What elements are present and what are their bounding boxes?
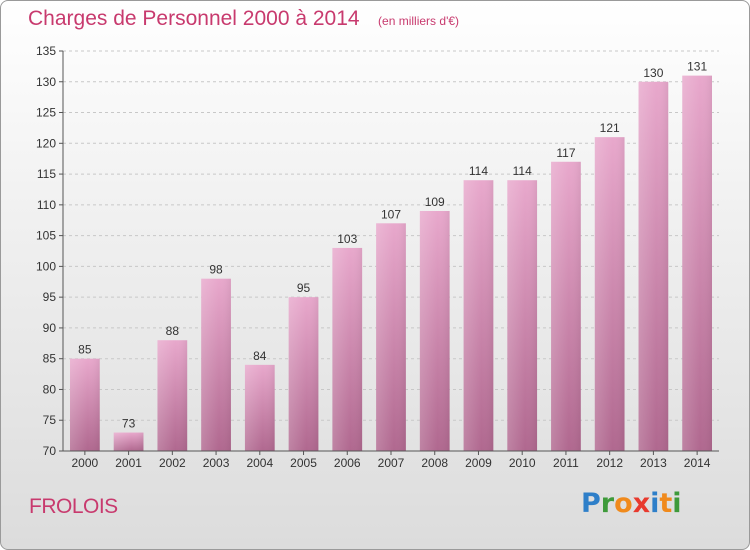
bar-shade <box>332 247 363 451</box>
logo-letter: r <box>600 488 615 519</box>
chart-title: Charges de Personnel 2000 à 2014 <box>28 7 360 30</box>
logo-letter: o <box>614 488 633 519</box>
data-label: 107 <box>381 207 401 221</box>
logo-letter: i <box>650 488 660 519</box>
x-tick-label: 2010 <box>509 456 536 470</box>
data-label: 103 <box>337 232 357 246</box>
data-label: 109 <box>425 195 445 209</box>
x-tick-label: 2011 <box>553 456 579 470</box>
y-tick-label: 100 <box>36 259 56 273</box>
data-label: 95 <box>297 281 311 295</box>
chart-subtitle: (en milliers d'€) <box>378 14 460 28</box>
data-label: 114 <box>513 164 532 178</box>
bars: 85 73 88 98 84 95 103 107 109 114 114 117 121 130 131 <box>69 60 713 452</box>
y-tick-label: 70 <box>43 444 57 458</box>
y-tick-label: 125 <box>36 106 56 120</box>
data-label: 88 <box>166 324 180 338</box>
x-tick-label: 2001 <box>115 456 142 470</box>
y-tick-label: 115 <box>37 167 56 181</box>
y-tick-label: 105 <box>36 229 56 243</box>
logo-letter: x <box>632 488 651 519</box>
y-tick-label: 75 <box>43 413 57 427</box>
x-tick-label: 2000 <box>72 456 99 470</box>
logo-letter: i <box>672 488 682 519</box>
logo-letter: t <box>659 488 673 519</box>
x-tick-label: 2008 <box>421 456 448 470</box>
y-tick-label: 130 <box>36 75 56 89</box>
x-tick-label: 2007 <box>378 456 405 470</box>
data-label: 117 <box>556 146 575 160</box>
bar-shade <box>157 340 188 451</box>
bar-shade <box>594 137 625 451</box>
x-tick-label: 2002 <box>159 456 186 470</box>
data-label: 121 <box>600 121 620 135</box>
y-tick-label: 110 <box>37 198 56 212</box>
data-label: 85 <box>78 343 92 357</box>
data-label: 114 <box>469 164 488 178</box>
bar-shade <box>507 180 538 451</box>
bar-shade <box>69 358 100 451</box>
data-label: 98 <box>209 263 223 277</box>
y-tick-label: 90 <box>43 321 57 335</box>
proxiti-logo[interactable]: Proxiti <box>581 488 682 519</box>
bar-shade <box>419 211 450 451</box>
y-tick-label: 120 <box>36 136 56 150</box>
data-label: 73 <box>122 417 136 431</box>
bar-shade <box>201 278 231 451</box>
x-tick-label: 2004 <box>246 456 273 470</box>
bar-shade <box>376 223 406 451</box>
logo-letter: P <box>581 488 601 519</box>
bar-shade <box>551 161 581 451</box>
x-tick-label: 2009 <box>465 456 492 470</box>
data-label: 130 <box>643 66 663 80</box>
commune-name: FROLOIS <box>29 495 118 518</box>
y-tick-label: 80 <box>43 382 57 396</box>
title-row: Charges de Personnel 2000 à 2014 (en mil… <box>28 7 459 31</box>
x-tick-label: 2014 <box>684 456 711 470</box>
data-label: 84 <box>253 349 267 363</box>
y-tick-label: 135 <box>36 44 56 58</box>
bar-shade <box>113 432 144 451</box>
bar-shade <box>244 364 275 451</box>
y-tick-label: 95 <box>43 290 57 304</box>
x-tick-label: 2006 <box>334 456 361 470</box>
x-tick-label: 2005 <box>290 456 317 470</box>
bar-shade <box>463 180 494 451</box>
axes: 70 75 80 85 90 95 100 105 110 115 120 125 130 135 2000… <box>36 44 719 470</box>
bar-shade <box>638 81 669 452</box>
bar-shade <box>682 75 713 451</box>
bar-shade <box>288 297 319 451</box>
y-tick-label: 85 <box>43 352 57 366</box>
data-label: 131 <box>687 60 707 74</box>
x-tick-label: 2013 <box>640 456 667 470</box>
x-tick-label: 2003 <box>203 456 230 470</box>
x-tick-label: 2012 <box>596 456 623 470</box>
